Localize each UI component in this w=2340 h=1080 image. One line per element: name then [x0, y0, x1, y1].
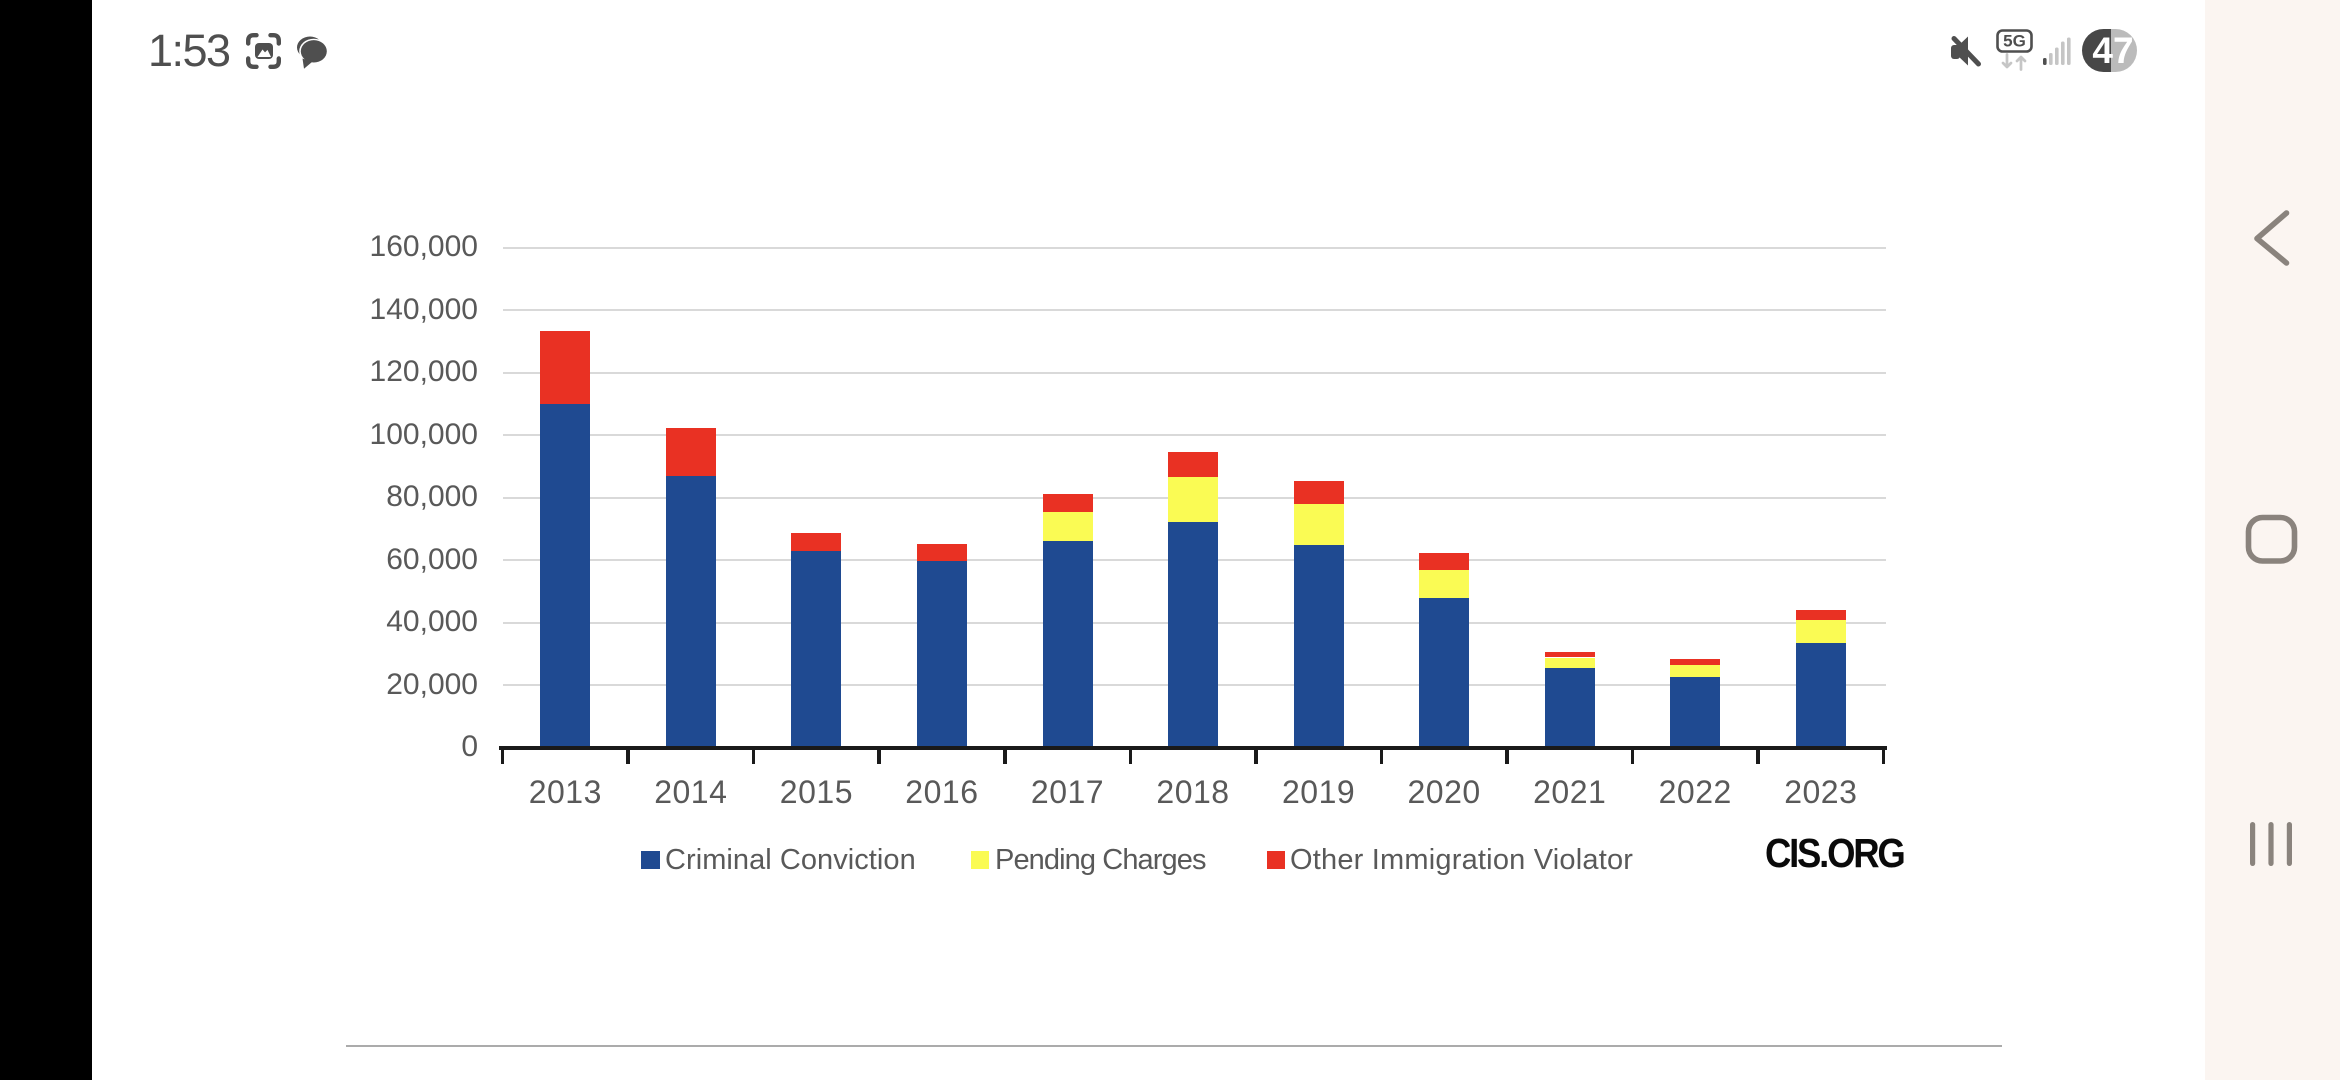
svg-text:5G: 5G [2003, 32, 2026, 51]
